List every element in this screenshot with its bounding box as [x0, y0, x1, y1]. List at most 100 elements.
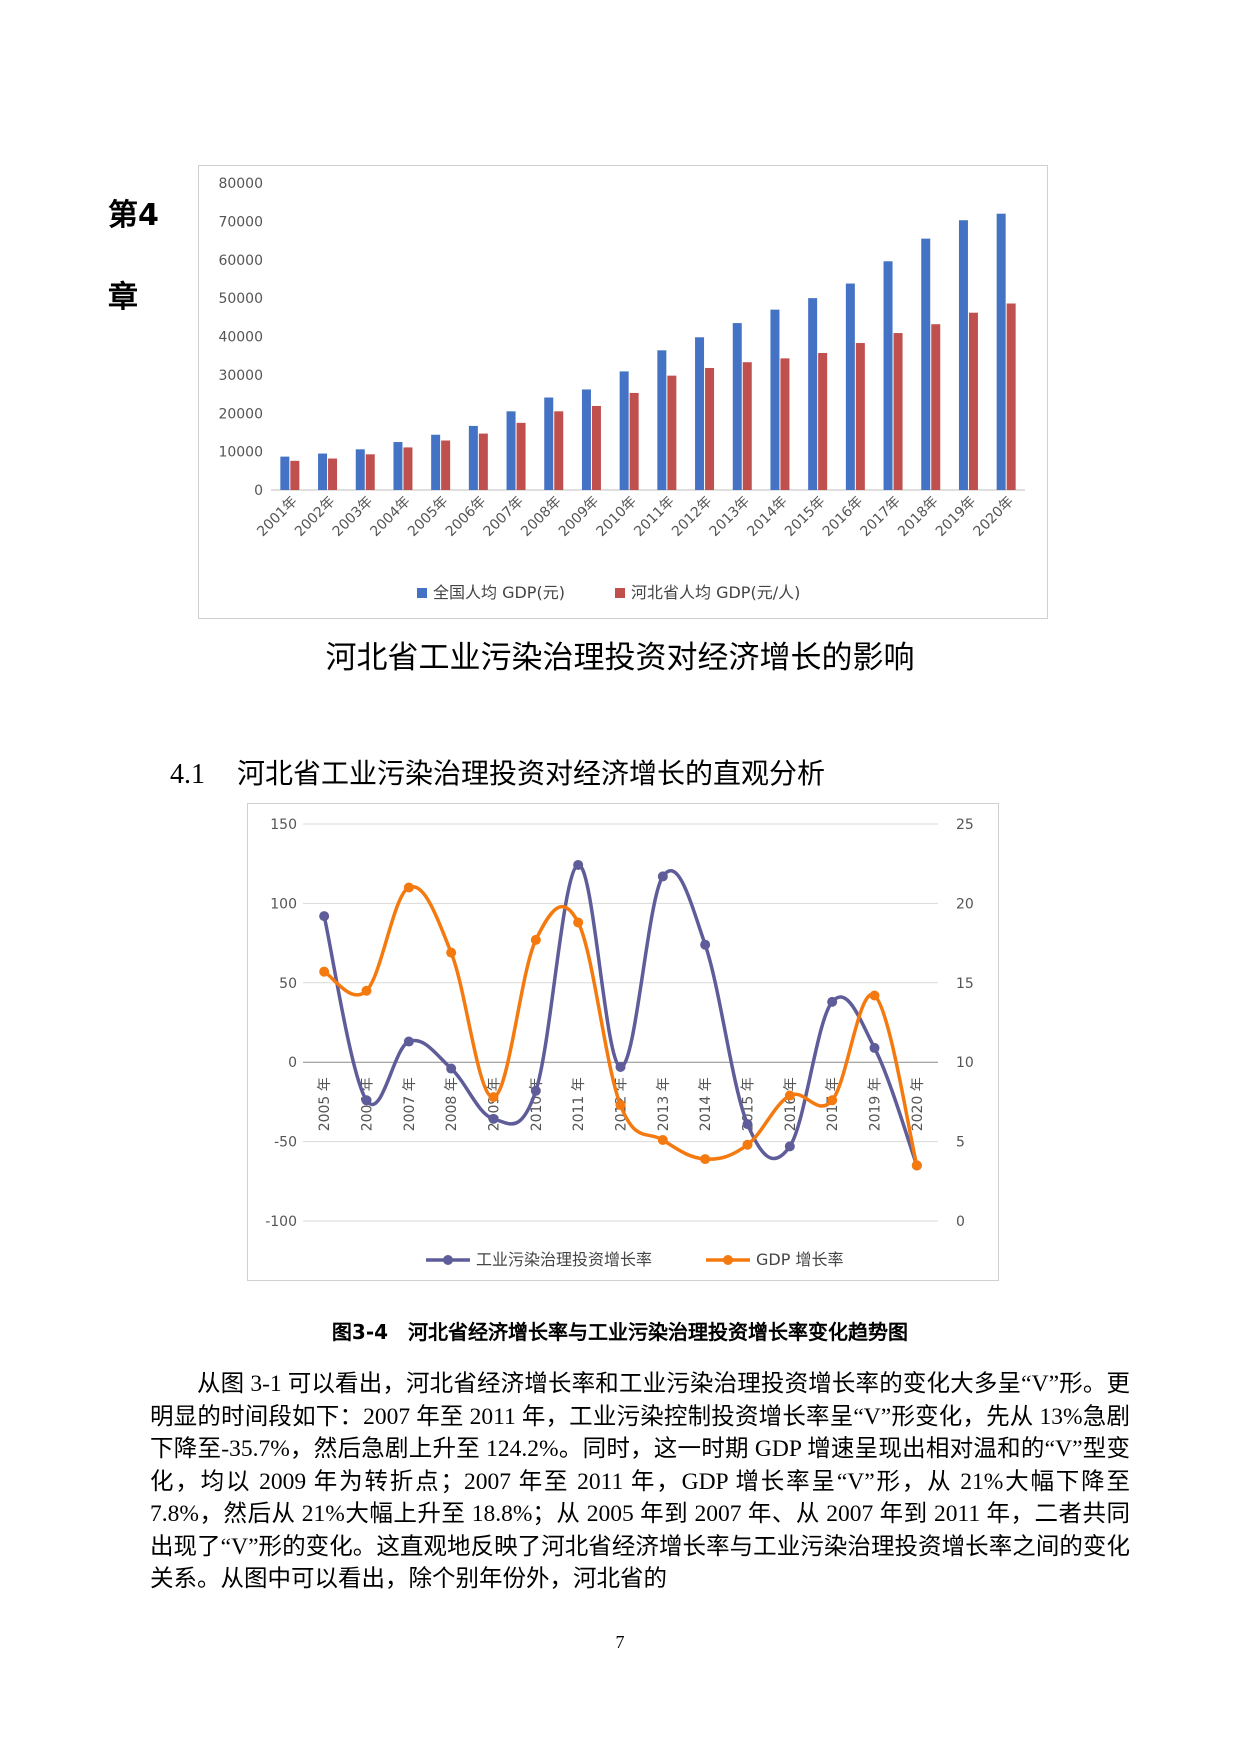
y-left-tick-label: 100 — [270, 896, 297, 912]
point-investment — [784, 1141, 795, 1152]
page-number: 7 — [615, 1632, 625, 1652]
x-tick-label: 2017年 — [857, 494, 903, 540]
point-investment — [361, 1095, 372, 1106]
point-investment — [530, 1085, 541, 1096]
y-tick-label: 60000 — [218, 253, 263, 269]
bar-hebei — [591, 405, 601, 490]
bar-hebei — [968, 312, 978, 490]
x-tick-label: 2004年 — [367, 494, 413, 540]
bar-hebei — [667, 375, 677, 490]
point-investment — [319, 911, 330, 922]
y-left-tick-label: 150 — [270, 817, 297, 833]
bar-hebei — [855, 343, 865, 490]
bar-hebei — [705, 367, 715, 490]
bar-national — [431, 434, 441, 490]
x-tick-label: 2012年 — [669, 494, 715, 540]
x-tick-label: 2001年 — [254, 494, 300, 540]
legend-label: 河北省人均 GDP(元/人) — [631, 583, 800, 602]
point-investment — [446, 1063, 457, 1074]
bar-national — [732, 323, 742, 490]
bar-national — [845, 283, 855, 490]
point-gdp — [403, 882, 414, 893]
y-left-tick-label: 50 — [279, 976, 297, 992]
growth-rate-line-chart: 150 100 50 0 -50 -100 25 20 15 10 5 0 2005 年 2006 年 20… — [247, 803, 999, 1281]
y-left-tick-label: 0 — [288, 1055, 297, 1071]
body-text: 从图 3-1 可以看出，河北省经济增长率和工业污染治理投资增长率的变化大多呈“V… — [150, 1368, 1130, 1596]
point-investment — [700, 939, 711, 950]
point-gdp — [657, 1135, 668, 1146]
section-heading: 4.1 河北省工业污染治理投资对经济增长的直观分析 — [170, 752, 825, 792]
bar-hebei — [554, 411, 564, 490]
chapter-label-line2: 章 — [108, 280, 138, 315]
y-left-tick-label: -100 — [265, 1214, 297, 1230]
point-gdp — [573, 917, 584, 928]
chapter-title: 河北省工业污染治理投资对经济增长的影响 — [325, 640, 915, 676]
legend-swatch — [615, 588, 625, 598]
point-investment — [827, 996, 838, 1007]
point-gdp — [615, 1100, 626, 1111]
x-tick-label: 2013年 — [707, 494, 753, 540]
bar-national — [770, 309, 780, 490]
section-number: 4.1 — [170, 759, 205, 790]
bar-national — [506, 411, 516, 490]
bar-national — [695, 337, 705, 490]
y-tick-label: 50000 — [218, 291, 263, 307]
bar-national — [318, 453, 328, 490]
point-gdp — [319, 966, 330, 977]
y-left-tick-label: -50 — [274, 1135, 297, 1151]
point-investment — [869, 1042, 880, 1053]
y-right-tick-label: 25 — [956, 817, 974, 833]
bar-national — [883, 261, 893, 490]
bar-hebei — [365, 454, 375, 490]
y-tick-label: 70000 — [218, 214, 263, 230]
legend-marker — [723, 1255, 733, 1265]
point-gdp — [784, 1090, 795, 1101]
y-right-tick-label: 10 — [956, 1055, 974, 1071]
legend-label: GDP 增长率 — [756, 1250, 843, 1269]
x-tick-label: 2005年 — [405, 494, 451, 540]
chapter-label: 第4 章 — [108, 175, 168, 339]
point-investment — [615, 1061, 626, 1072]
x-tick-label: 2003年 — [330, 494, 376, 540]
bar-chart-svg: 0 10000 20000 30000 40000 50000 60000 70000 8000… — [218, 176, 1025, 602]
x-tick-label: 2020 年 — [910, 1077, 926, 1131]
x-tick-label: 2018年 — [895, 494, 941, 540]
y-right-tick-label: 15 — [956, 976, 974, 992]
x-tick-label: 2016年 — [820, 494, 866, 540]
bar-hebei — [818, 353, 828, 490]
x-tick-label: 2015年 — [782, 494, 828, 540]
bar-national — [544, 397, 554, 490]
point-gdp — [911, 1160, 922, 1171]
bar-national — [355, 449, 365, 490]
bar-national — [468, 425, 478, 490]
legend-marker — [443, 1255, 453, 1265]
bar-national — [958, 220, 968, 490]
point-investment — [657, 871, 668, 882]
bar-hebei — [328, 458, 338, 490]
legend-label: 工业污染治理投资增长率 — [476, 1250, 652, 1269]
y-tick-label: 20000 — [218, 406, 263, 422]
gdp-per-capita-bar-chart: 0 10000 20000 30000 40000 50000 60000 70000 8000… — [198, 165, 1048, 619]
bar-hebei — [893, 333, 903, 490]
point-gdp — [742, 1139, 753, 1150]
x-tick-label: 2019 年 — [868, 1077, 884, 1131]
bar-national — [808, 298, 818, 490]
figure-caption: 图3-4 河北省经济增长率与工业污染治理投资增长率变化趋势图 — [331, 1320, 909, 1344]
x-tick-label: 2010年 — [594, 494, 640, 540]
x-tick-label: 2016 年 — [783, 1077, 799, 1131]
y-tick-label: 30000 — [218, 368, 263, 384]
x-tick-label: 2013 年 — [656, 1077, 672, 1131]
body-paragraph: 从图 3-1 可以看出，河北省经济增长率和工业污染治理投资增长率的变化大多呈“V… — [150, 1371, 1130, 1592]
y-right-tick-label: 0 — [956, 1214, 965, 1230]
y-right-tick-label: 20 — [956, 896, 974, 912]
bar-national — [280, 456, 290, 490]
point-investment — [742, 1119, 753, 1130]
point-gdp — [700, 1154, 711, 1165]
legend-label: 全国人均 GDP(元) — [433, 583, 565, 602]
x-tick-label: 2020年 — [971, 494, 1017, 540]
y-tick-label: 10000 — [218, 445, 263, 461]
bar-national — [657, 350, 667, 490]
x-tick-label: 2014 年 — [698, 1077, 714, 1131]
point-gdp — [488, 1092, 499, 1103]
